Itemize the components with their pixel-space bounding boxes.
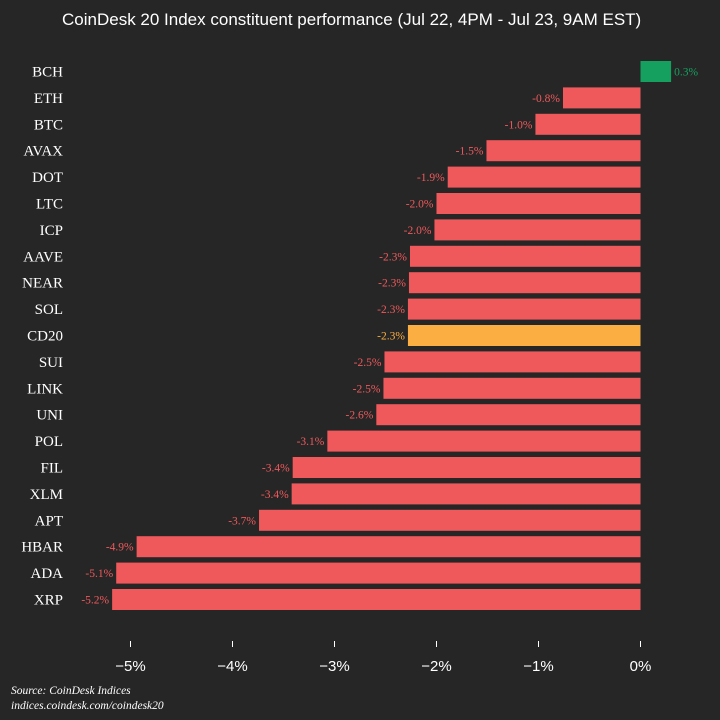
category-label-btc: BTC [34,117,63,133]
data-label-uni: -2.6% [346,410,374,422]
bar-ada [116,562,641,584]
category-label-fil: FIL [41,461,64,477]
data-label-xrp: -5.2% [81,595,109,607]
bar-btc [535,113,641,135]
bar-eth [562,87,641,109]
source-url: indices.coindesk.com/coindesk20 [11,700,164,712]
bar-sui [384,351,641,373]
bar-cd20 [407,325,641,346]
bar-aave [409,245,641,267]
bar-uni [376,404,641,426]
category-label-ada: ADA [31,566,64,582]
category-label-sol: SOL [35,302,63,318]
category-label-uni: UNI [36,408,63,424]
data-label-apt: -3.7% [228,515,256,527]
data-label-hbar: -4.9% [106,542,134,554]
category-label-apt: APT [35,513,63,529]
x-tick-label: −3% [319,658,349,675]
category-label-eth: ETH [34,91,63,107]
category-labels-group: BCH ETH BTC AVAX DOT LTC ICP AAVE NEAR SOL CD20 SUI… [21,65,63,609]
x-tick-label: −2% [421,658,451,675]
category-label-ltc: LTC [36,197,63,213]
category-label-hbar: HBAR [21,540,63,556]
bar-icp [434,219,641,241]
x-tick-label: −1% [523,658,553,675]
data-label-avax: -1.5% [456,146,484,158]
data-label-cd20: -2.3% [377,331,405,343]
data-label-icp: -2.0% [404,225,432,237]
bars-group [112,61,672,610]
bar-avax [486,140,641,162]
category-label-cd20: CD20 [27,329,63,345]
data-label-near: -2.3% [378,278,406,290]
bar-hbar [136,536,641,558]
bar-dot [447,166,641,188]
bar-ltc [436,193,641,214]
bar-sol [407,298,641,320]
category-label-xrp: XRP [34,593,63,609]
bar-fil [292,457,641,478]
data-label-xlm: -3.4% [261,489,289,501]
category-label-icp: ICP [40,223,63,239]
x-tick-label: 0% [630,658,652,675]
bar-link [383,377,641,399]
bar-bch [640,61,672,82]
chart-title: CoinDesk 20 Index constituent performanc… [62,10,642,29]
data-label-ada: -5.1% [85,568,113,580]
category-label-pol: POL [35,434,63,450]
data-label-sui: -2.5% [354,357,382,369]
data-label-dot: -1.9% [417,172,445,184]
category-label-near: NEAR [22,276,63,292]
data-label-link: -2.5% [353,383,381,395]
data-label-btc: -1.0% [505,119,533,131]
data-label-fil: -3.4% [262,463,290,475]
data-label-eth: -0.8% [532,93,560,105]
x-tick-label: −4% [217,658,247,675]
category-label-sui: SUI [39,355,63,371]
bar-xrp [112,589,641,610]
bar-near [408,272,641,294]
source-note: Source: CoinDesk Indices [11,685,131,697]
x-axis: −5% −4% −3% −2% −1% 0% [115,641,651,675]
chart-footer: Source: CoinDesk Indices indices.coindes… [11,684,164,714]
category-label-dot: DOT [32,170,63,186]
x-tick-label: −5% [115,658,145,675]
data-label-bch: 0.3% [674,67,698,79]
bar-xlm [291,483,641,505]
data-label-pol: -3.1% [297,436,325,448]
bar-pol [327,430,641,452]
category-label-bch: BCH [32,65,63,81]
category-label-aave: AAVE [23,249,63,265]
data-label-sol: -2.3% [377,304,405,316]
category-label-link: LINK [27,381,63,397]
data-labels-group: 0.3% -0.8% -1.0% -1.5% -1.9% -2.0% -2.0% -2.3% -… [81,67,698,607]
category-label-xlm: XLM [30,487,63,503]
category-label-avax: AVAX [24,144,64,160]
data-label-ltc: -2.0% [406,199,434,211]
bar-apt [259,509,641,531]
data-label-aave: -2.3% [379,251,407,263]
